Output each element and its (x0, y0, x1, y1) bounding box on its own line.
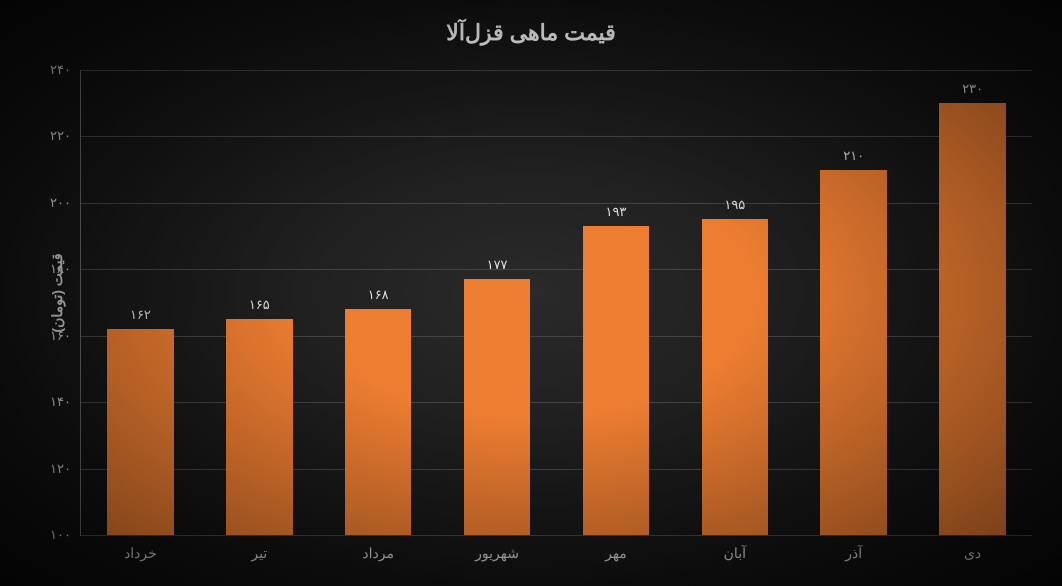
x-tick-label: خرداد (124, 535, 157, 562)
y-tick-label: ۱۲۰ (50, 461, 81, 477)
x-tick-label: مرداد (362, 535, 394, 562)
bar-value-label: ۱۷۷ (487, 257, 508, 279)
bar-slot: ۱۶۲خرداد (81, 70, 200, 535)
x-tick-label: آذر (845, 535, 862, 562)
bar: ۲۳۰ (939, 103, 1006, 535)
y-tick-label: ۱۸۰ (50, 261, 81, 277)
bar-value-label: ۲۳۰ (962, 81, 983, 103)
bar: ۱۶۲ (107, 329, 174, 535)
bar-slot: ۲۳۰دی (913, 70, 1032, 535)
bar-value-label: ۱۹۳ (605, 204, 626, 226)
bar: ۱۷۷ (464, 279, 531, 535)
bar-slot: ۱۹۵آبان (675, 70, 794, 535)
y-tick-label: ۲۰۰ (50, 195, 81, 211)
bar: ۱۶۸ (345, 309, 412, 535)
y-tick-label: ۱۰۰ (50, 527, 81, 543)
bar-value-label: ۱۶۵ (249, 297, 270, 319)
x-tick-label: تیر (251, 535, 267, 562)
trout-price-chart: قیمت ماهی قزل‌آلا قیمت (تومان) ۱۰۰۱۲۰۱۴۰… (0, 0, 1062, 586)
bar: ۱۹۵ (702, 219, 769, 535)
plot-area: ۱۰۰۱۲۰۱۴۰۱۶۰۱۸۰۲۰۰۲۲۰۲۴۰ ۱۶۲خرداد۱۶۵تیر۱… (80, 70, 1032, 536)
bar-value-label: ۱۶۸ (368, 287, 389, 309)
bar-slot: ۱۷۷شهریور (438, 70, 557, 535)
bars-container: ۱۶۲خرداد۱۶۵تیر۱۶۸مرداد۱۷۷شهریور۱۹۳مهر۱۹۵… (81, 70, 1032, 535)
bar: ۱۶۵ (226, 319, 293, 535)
y-tick-label: ۲۴۰ (50, 62, 81, 78)
bar-value-label: ۲۱۰ (843, 148, 864, 170)
x-tick-label: دی (964, 535, 981, 562)
x-tick-label: مهر (605, 535, 627, 562)
y-tick-label: ۱۶۰ (50, 328, 81, 344)
bar-slot: ۱۶۵تیر (200, 70, 319, 535)
bar-value-label: ۱۶۲ (130, 307, 151, 329)
bar: ۲۱۰ (820, 170, 887, 535)
bar: ۱۹۳ (583, 226, 650, 535)
y-tick-label: ۱۴۰ (50, 394, 81, 410)
chart-title: قیمت ماهی قزل‌آلا (0, 20, 1062, 46)
bar-slot: ۱۶۸مرداد (319, 70, 438, 535)
y-tick-label: ۲۲۰ (50, 128, 81, 144)
bar-slot: ۱۹۳مهر (557, 70, 676, 535)
x-tick-label: شهریور (475, 535, 519, 562)
grid-line (81, 535, 1032, 536)
bar-slot: ۲۱۰آذر (794, 70, 913, 535)
x-tick-label: آبان (724, 535, 746, 562)
bar-value-label: ۱۹۵ (724, 197, 745, 219)
